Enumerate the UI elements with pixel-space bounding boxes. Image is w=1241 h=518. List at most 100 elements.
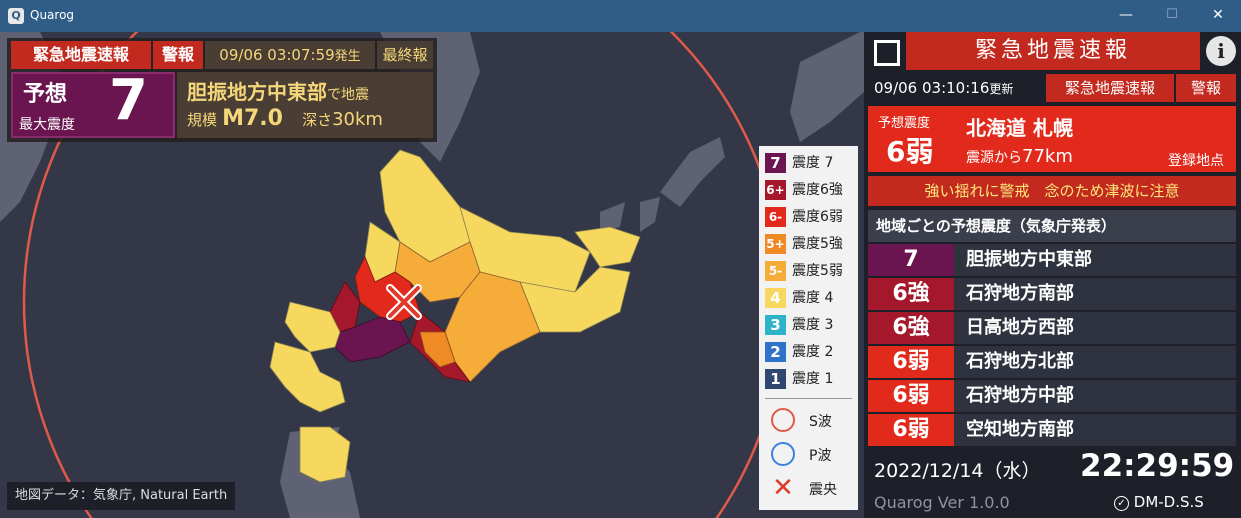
check-circle-icon: ✓ (1114, 496, 1129, 511)
title-bar: Q Quarog — ☐ ✕ (0, 0, 1241, 32)
info-icon[interactable]: i (1206, 36, 1236, 66)
right-panel: 緊急地震速報 i 09/06 03:10:16更新 緊急地震速報 警報 予想震度… (864, 32, 1241, 518)
legend-label: 震度 2 (792, 344, 834, 360)
panel-update-time: 09/06 03:10:16更新 (874, 79, 1014, 97)
epicenter-region: 胆振地方中東部で地震 (187, 80, 369, 104)
legend-label: 震度5弱 (792, 263, 843, 279)
legend-label: 震度5強 (792, 236, 843, 252)
max-intensity-value: 7 (109, 68, 148, 133)
legend-item: 2 震度 2 (765, 341, 855, 363)
maximize-button[interactable]: ☐ (1166, 7, 1178, 22)
legend-item: 7 震度 7 (765, 152, 855, 174)
map-canvas (0, 32, 864, 518)
legend-item: 6- 震度6弱 (765, 206, 855, 228)
window-title: Quarog (30, 8, 75, 22)
region-intensity-badge: 6弱 (868, 414, 954, 446)
panel-level-label: 警報 (1176, 74, 1236, 102)
region-aomori (299, 426, 351, 483)
s-wave-label: S波 (809, 414, 832, 430)
legend-swatch: 4 (765, 288, 786, 308)
region-name: 石狩地方南部 (966, 283, 1074, 304)
eew-report-label: 最終報 (377, 41, 433, 69)
minimize-button[interactable]: — (1119, 7, 1133, 23)
legend-label: 震度6弱 (792, 209, 843, 225)
region-name: 石狩地方中部 (966, 385, 1074, 406)
region-row: 6弱 空知地方南部 (868, 414, 1236, 446)
legend-divider (765, 398, 852, 399)
panel-header-title: 緊急地震速報 (906, 32, 1200, 70)
close-button[interactable]: ✕ (1212, 7, 1224, 23)
legend-swatch: 1 (765, 369, 786, 389)
region-row: 7 胆振地方中東部 (868, 244, 1236, 276)
region-intensity-badge: 6弱 (868, 380, 954, 412)
warning-banner: 強い揺れに警戒 念のため津波に注意 (868, 176, 1236, 206)
forecast-label: 予想 (23, 82, 68, 107)
map-attribution: 地図データ：気象庁, Natural Earth (7, 482, 236, 510)
epicenter-icon: ✕ (772, 473, 794, 503)
current-date: 2022/12/14（水） (874, 460, 1041, 482)
region-name: 石狩地方北部 (966, 351, 1074, 372)
region-list-header: 地域ごとの予想震度（気象庁発表） (868, 210, 1236, 242)
legend-item: 3 震度 3 (765, 314, 855, 336)
max-intensity-box: 予想 最大震度 7 (11, 68, 175, 138)
epicenter-label: 震央 (809, 482, 837, 498)
legend-swatch: 5- (765, 261, 786, 281)
region-intensity-badge: 6強 (868, 312, 954, 344)
checkbox-icon (874, 40, 900, 66)
epicenter-info-box: 胆振地方中東部で地震 規模 M7.0 深さ30km (177, 72, 433, 138)
legend-item: 5+ 震度5強 (765, 233, 855, 255)
eew-level-label: 警報 (153, 41, 203, 69)
region-row: 6強 日高地方西部 (868, 312, 1236, 344)
current-time: 22:29:59 (1080, 448, 1235, 484)
region-shiribeshi (284, 301, 341, 353)
region-row: 6強 石狩地方南部 (868, 278, 1236, 310)
app-logo-icon: Q (8, 8, 24, 24)
legend-label: 震度 4 (792, 290, 834, 306)
location-forecast-box: 予想震度 6弱 北海道 札幌 震源から77km 登録地点 (868, 106, 1236, 172)
region-hidaka-east (419, 331, 456, 368)
region-name: 胆振地方中東部 (966, 249, 1092, 270)
legend-swatch: 2 (765, 342, 786, 362)
panel-checkbox[interactable] (868, 34, 906, 72)
region-row: 6弱 石狩地方中部 (868, 380, 1236, 412)
legend-label: 震度 3 (792, 317, 834, 333)
region-intensity-badge: 7 (868, 244, 954, 276)
legend-item: 1 震度 1 (765, 368, 855, 390)
registered-location: 北海道 札幌 (966, 116, 1073, 140)
intensity-legend: 7 震度 7 6+ 震度6強 6- 震度6弱 5+ 震度5強 5- 震度5弱 4 震度 4 3 震度 3 2… (759, 146, 858, 510)
legend-swatch: 7 (765, 153, 786, 173)
legend-label: 震度 1 (792, 371, 834, 387)
region-intensity-badge: 6弱 (868, 346, 954, 378)
legend-item: 5- 震度5弱 (765, 260, 855, 282)
app-version: Quarog Ver 1.0.0 (874, 493, 1010, 512)
s-wave-icon (771, 408, 795, 432)
eew-issued-time: 09/06 03:07:59発生 (205, 41, 375, 69)
depth-value: 30km (332, 109, 383, 130)
p-wave-icon (771, 442, 795, 466)
p-wave-label: P波 (809, 448, 832, 464)
region-nemuro (574, 226, 641, 268)
legend-item: 6+ 震度6強 (765, 179, 855, 201)
credit: ✓ DM-D.S.S (1114, 493, 1204, 511)
region-intensity-list: 7 胆振地方中東部 6強 石狩地方南部 6強 日高地方西部 6弱 石狩地方北部 6弱 石狩地方中部… (868, 244, 1236, 450)
magnitude-value: M7.0 (222, 106, 283, 131)
land-kuril-south (600, 137, 725, 232)
max-intensity-label: 最大震度 (19, 117, 75, 133)
epicenter-marker (386, 284, 422, 320)
region-intensity-badge: 6強 (868, 278, 954, 310)
forecast-intensity-label: 予想震度 (878, 116, 931, 131)
region-kushiro (519, 266, 631, 333)
legend-swatch: 5+ (765, 234, 786, 254)
legend-swatch: 3 (765, 315, 786, 335)
legend-item: 4 震度 4 (765, 287, 855, 309)
region-name: 日高地方西部 (966, 317, 1074, 338)
forecast-intensity-value: 6弱 (886, 135, 934, 168)
region-row: 6弱 石狩地方北部 (868, 346, 1236, 378)
epicenter-distance: 震源から77km (966, 146, 1073, 167)
legend-label: 震度6強 (792, 182, 843, 198)
legend-swatch: 6- (765, 207, 786, 227)
registered-label: 登録地点 (1168, 153, 1224, 169)
eew-type-label: 緊急地震速報 (11, 41, 151, 69)
region-oshima (269, 341, 346, 413)
